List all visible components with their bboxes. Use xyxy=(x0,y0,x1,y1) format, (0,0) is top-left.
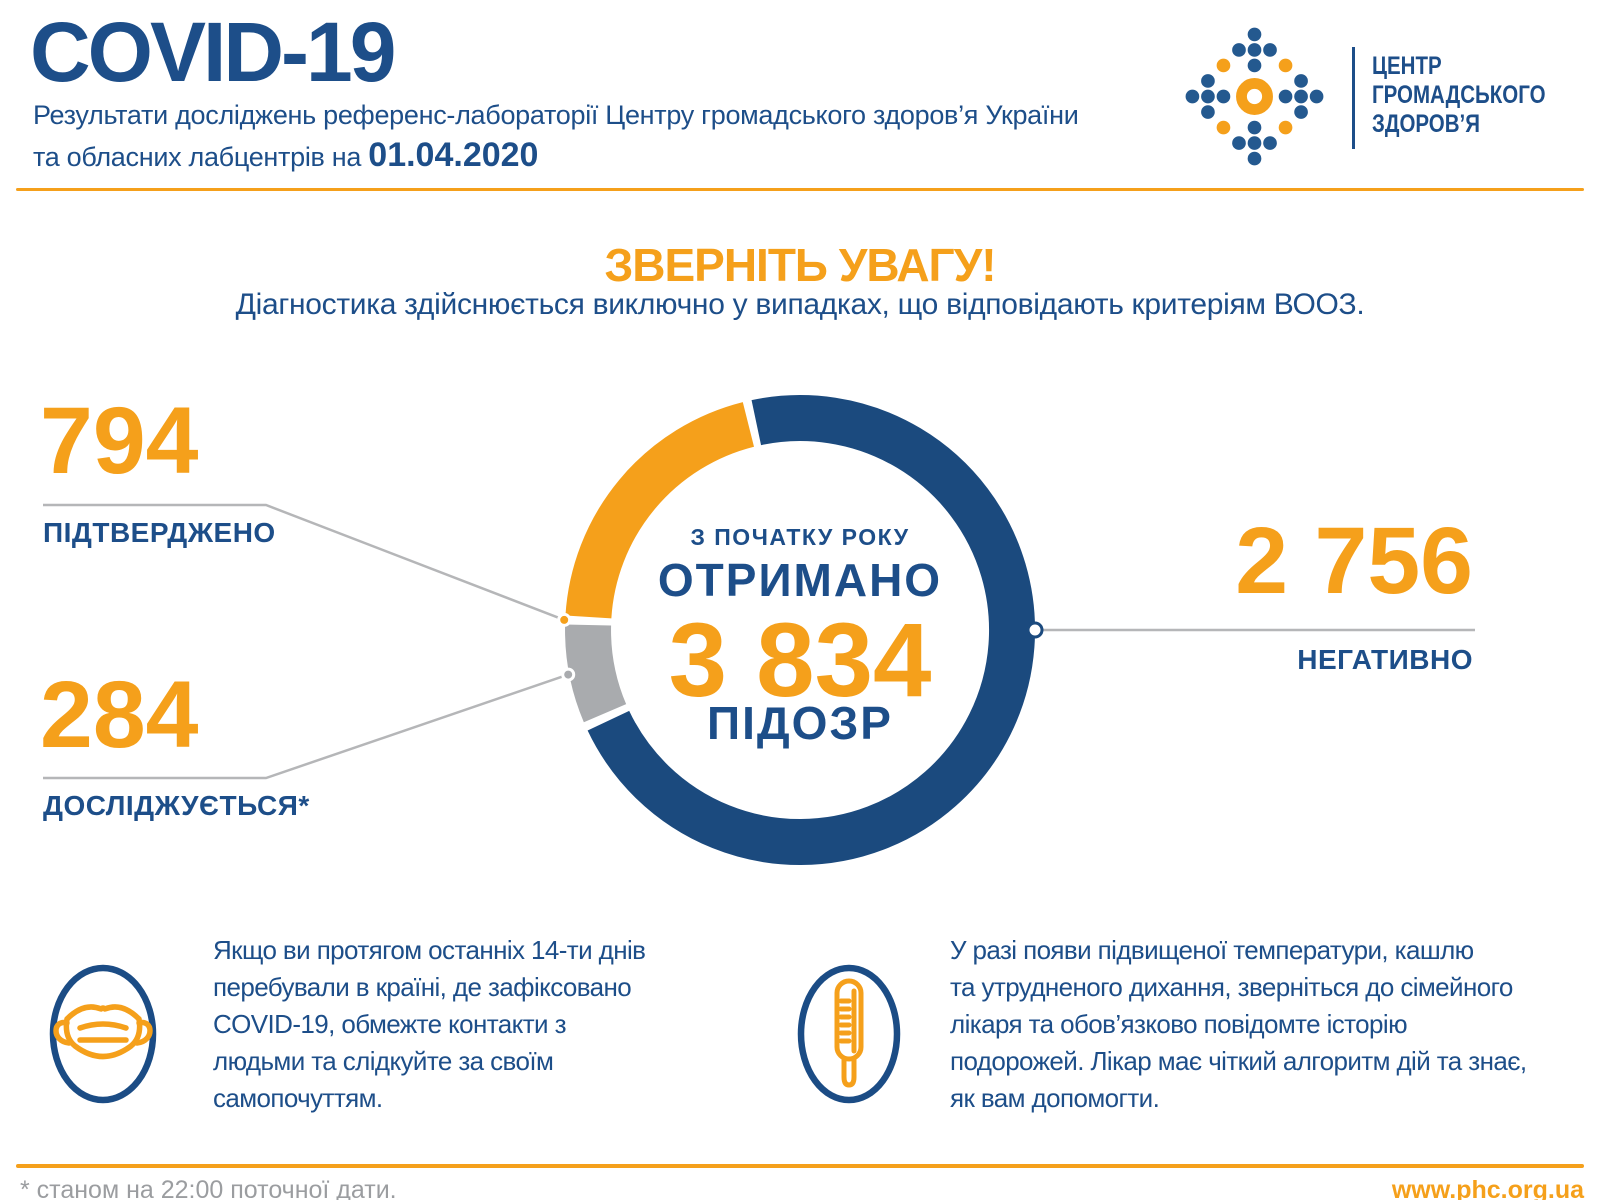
stat-confirmed-value: 794 xyxy=(40,388,199,494)
logo-dot xyxy=(1309,89,1324,104)
page-title: COVID-19 xyxy=(30,5,396,99)
icon-circle xyxy=(797,964,901,1104)
dot-investigated xyxy=(561,667,576,682)
stat-negative-label: НЕГАТИВНО xyxy=(1297,644,1473,675)
dot-confirmed xyxy=(557,612,572,627)
logo-dot xyxy=(1247,43,1262,57)
phc-logo-icon xyxy=(1185,27,1324,166)
logo-dot xyxy=(1216,89,1231,104)
connector-dots xyxy=(557,612,1044,682)
logo-dot xyxy=(1216,58,1231,73)
logo-wordmark: ЦЕНТР ГРОМАДСЬКОГО ЗДОРОВ’Я xyxy=(1372,52,1546,138)
header-subtitle-line2: та обласних лабцентрів на 01.04.2020 xyxy=(33,136,538,175)
logo-divider xyxy=(1352,47,1355,149)
logo-dot xyxy=(1216,120,1231,135)
logo-dot xyxy=(1201,74,1215,88)
logo-dot xyxy=(1201,105,1215,119)
header-subtitle-line2-prefix: та обласних лабцентрів на xyxy=(33,142,369,172)
stat-confirmed-label: ПІДТВЕРДЖЕНО xyxy=(43,517,276,548)
footer-website-link[interactable]: www.phc.org.ua xyxy=(1391,1176,1584,1200)
header-subtitle-line1: Результати досліджень референс-лаборатор… xyxy=(33,100,1079,130)
logo-dot xyxy=(1247,120,1262,135)
logo-dot xyxy=(1263,136,1277,150)
logo-dot xyxy=(1247,27,1262,42)
donut-segment-1 xyxy=(565,624,627,723)
logo-dot xyxy=(1247,136,1262,150)
logo-dot xyxy=(1232,43,1246,57)
notice-title: ЗВЕРНІТЬ УВАГУ! xyxy=(604,239,996,291)
donut-segment-0 xyxy=(587,395,1035,866)
logo-dot xyxy=(1232,136,1246,150)
footer-divider xyxy=(16,1164,1584,1168)
logo-dot xyxy=(1247,151,1262,166)
footer-note: * станом на 22:00 поточної дати. xyxy=(20,1176,397,1200)
info-text-symptoms: У разі появи підвищеної температури, каш… xyxy=(950,935,1527,1113)
stat-investigated-label: ДОСЛІДЖУЄТЬСЯ* xyxy=(43,790,310,821)
donut-center-line2: ОТРИМАНО xyxy=(658,554,942,606)
logo-dot xyxy=(1278,120,1293,135)
donut-ring xyxy=(565,395,1035,866)
report-date: 01.04.2020 xyxy=(368,136,539,174)
logo-dot xyxy=(1294,74,1308,88)
stat-negative-value: 2 756 xyxy=(1235,508,1473,614)
logo-dot xyxy=(1294,89,1308,104)
icon-circle xyxy=(49,964,157,1104)
logo-dot xyxy=(1278,58,1293,73)
logo-dot xyxy=(1263,43,1277,57)
donut-center-line4: ПІДОЗР xyxy=(707,697,893,749)
mask-icon xyxy=(49,964,157,1104)
logo-dot xyxy=(1201,89,1215,104)
stat-investigated-value: 284 xyxy=(40,662,199,768)
logo-dot xyxy=(1278,89,1293,104)
header-divider xyxy=(16,188,1584,191)
logo-dot xyxy=(1247,58,1262,73)
thermometer-icon xyxy=(797,964,901,1104)
notice-subtitle: Діагностика здійснюється виключно у випа… xyxy=(235,288,1365,321)
donut-center-total: 3 834 xyxy=(669,602,932,719)
logo-center-ring xyxy=(1236,78,1273,115)
donut-segment-2 xyxy=(565,402,755,619)
logo-dot xyxy=(1294,105,1308,119)
donut-center-line1: З ПОЧАТКУ РОКУ xyxy=(690,524,909,550)
info-text-travel: Якщо ви протягом останніх 14-ти днів пер… xyxy=(213,935,646,1113)
dot-negative xyxy=(1026,621,1044,639)
logo-dot xyxy=(1185,89,1200,104)
